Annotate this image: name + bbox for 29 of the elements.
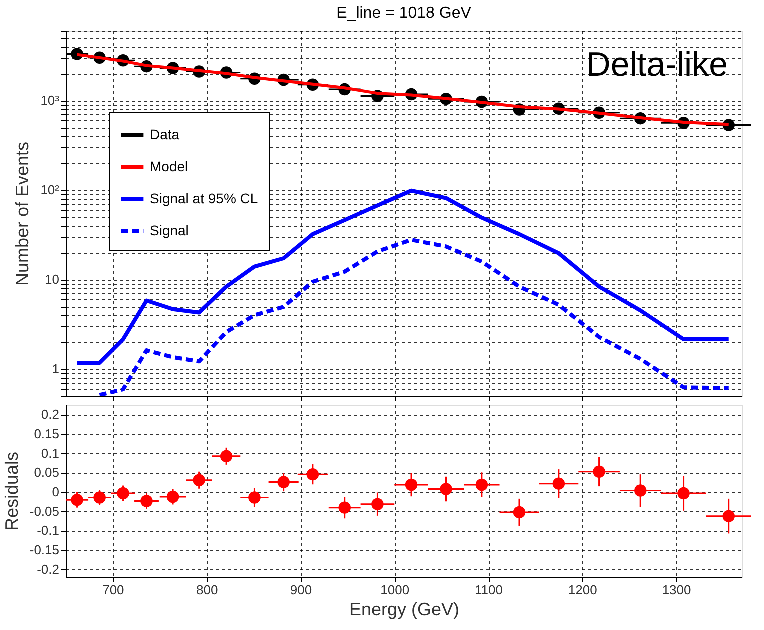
y-axis-title: Number of Events (12, 142, 33, 286)
y-tick-label: -0.1 (37, 523, 60, 538)
y-tick-label: -0.05 (30, 504, 60, 519)
y-tick-label: 1 (52, 362, 60, 377)
x-tick-label: 800 (196, 582, 218, 598)
y-tick-label: 0.1 (41, 446, 60, 461)
x-axis-title: Energy (GeV) (349, 600, 460, 620)
y-tick-label: 10² (40, 182, 60, 198)
x-tick-label: 700 (102, 582, 124, 598)
legend-label: Model (150, 158, 188, 174)
y-tick-label: 10³ (40, 93, 60, 108)
legend-label: Signal at 95% CL (150, 190, 258, 206)
x-tick-label: 1000 (380, 582, 410, 598)
y-tick-label: -0.15 (30, 542, 60, 558)
x-tick-label: 900 (290, 582, 312, 598)
x-tick-label: 1100 (475, 582, 503, 598)
y-tick-label: 10 (45, 272, 60, 288)
y-tick-label: 0.2 (41, 407, 60, 422)
y-tick-label: 0.15 (34, 426, 60, 442)
x-tick-label: 1300 (662, 582, 692, 598)
x-tick-label: 1200 (568, 582, 598, 598)
y-tick-label: 0.05 (34, 465, 60, 480)
y-tick-label: -0.2 (37, 562, 60, 577)
chart-title: E_line = 1018 GeV (336, 5, 472, 22)
legend-label: Signal (150, 222, 189, 238)
y-axis-title: Residuals (2, 452, 22, 532)
y-tick-label: 0 (52, 484, 60, 500)
legend-label: Data (150, 126, 180, 142)
annotation: Delta-like (586, 46, 728, 84)
